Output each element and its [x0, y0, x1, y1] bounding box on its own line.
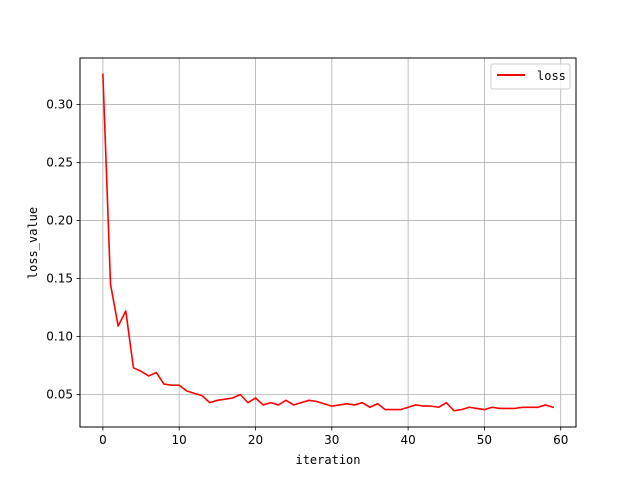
- data-point: [301, 402, 302, 403]
- x-tick-label: 40: [400, 433, 415, 447]
- data-point: [545, 404, 546, 405]
- data-point: [194, 393, 195, 394]
- data-point: [400, 409, 401, 410]
- legend: loss: [490, 63, 571, 90]
- series-layer: [102, 73, 555, 412]
- data-point: [446, 402, 447, 403]
- x-tick-label: 30: [324, 433, 339, 447]
- data-point: [171, 385, 172, 386]
- data-point: [438, 407, 439, 408]
- x-tick-label: 50: [477, 433, 492, 447]
- ticks: 0 10 20 30 40 50 60 0.05 0.10 0.15 0.20 0.25 0.30: [46, 97, 568, 447]
- data-point: [263, 404, 264, 405]
- data-point: [293, 404, 294, 405]
- data-point: [430, 406, 431, 407]
- x-tick-label: 0: [99, 433, 107, 447]
- data-point: [553, 407, 554, 408]
- data-point: [354, 404, 355, 405]
- x-tick-label: 20: [248, 433, 263, 447]
- data-point: [316, 401, 317, 402]
- data-point: [461, 409, 462, 410]
- data-point: [499, 408, 500, 409]
- data-point: [118, 325, 119, 326]
- data-point: [156, 372, 157, 373]
- series-line-loss: [102, 73, 555, 412]
- data-point: [110, 284, 111, 285]
- y-axis-label: loss_value: [26, 207, 40, 279]
- data-point: [324, 403, 325, 404]
- data-point: [209, 402, 210, 403]
- data-point: [148, 375, 149, 376]
- data-point: [232, 397, 233, 398]
- data-point: [514, 408, 515, 409]
- plot-frame: [79, 57, 577, 428]
- data-point: [278, 404, 279, 405]
- y-tick-label: 0.10: [46, 329, 73, 343]
- data-point: [369, 407, 370, 408]
- y-tick-label: 0.20: [46, 213, 73, 227]
- data-point: [530, 407, 531, 408]
- data-point: [255, 397, 256, 398]
- y-tick-label: 0.25: [46, 155, 73, 169]
- data-point: [392, 409, 393, 410]
- data-point: [186, 390, 187, 391]
- data-point: [331, 406, 332, 407]
- data-point: [415, 404, 416, 405]
- data-point: [224, 399, 225, 400]
- data-point: [247, 402, 248, 403]
- data-point: [339, 404, 340, 405]
- data-point: [377, 403, 378, 404]
- data-point: [133, 367, 134, 368]
- x-tick-label: 60: [553, 433, 568, 447]
- data-point: [163, 383, 164, 384]
- x-axis-label: iteration: [295, 453, 360, 467]
- data-point: [125, 310, 126, 311]
- data-point: [522, 407, 523, 408]
- data-point: [201, 395, 202, 396]
- data-point: [507, 408, 508, 409]
- data-point: [308, 400, 309, 401]
- y-tick-label: 0.15: [46, 271, 73, 285]
- data-point: [484, 409, 485, 410]
- data-point: [140, 371, 141, 372]
- data-point: [362, 402, 363, 403]
- x-tick-label: 10: [172, 433, 187, 447]
- grid: [80, 58, 576, 427]
- data-point: [423, 406, 424, 407]
- legend-label-loss: loss: [537, 69, 566, 83]
- data-point: [469, 407, 470, 408]
- data-point: [491, 407, 492, 408]
- data-point: [179, 385, 180, 386]
- data-point: [453, 410, 454, 411]
- data-point: [217, 400, 218, 401]
- data-point: [476, 408, 477, 409]
- y-tick-label: 0.05: [46, 388, 73, 402]
- data-point: [385, 409, 386, 410]
- data-point: [408, 407, 409, 408]
- data-point: [270, 402, 271, 403]
- y-tick-label: 0.30: [46, 97, 73, 111]
- legend-box: [490, 63, 571, 90]
- data-point: [537, 407, 538, 408]
- data-point: [240, 394, 241, 395]
- data-point: [346, 403, 347, 404]
- data-point: [285, 400, 286, 401]
- data-point: [102, 74, 103, 75]
